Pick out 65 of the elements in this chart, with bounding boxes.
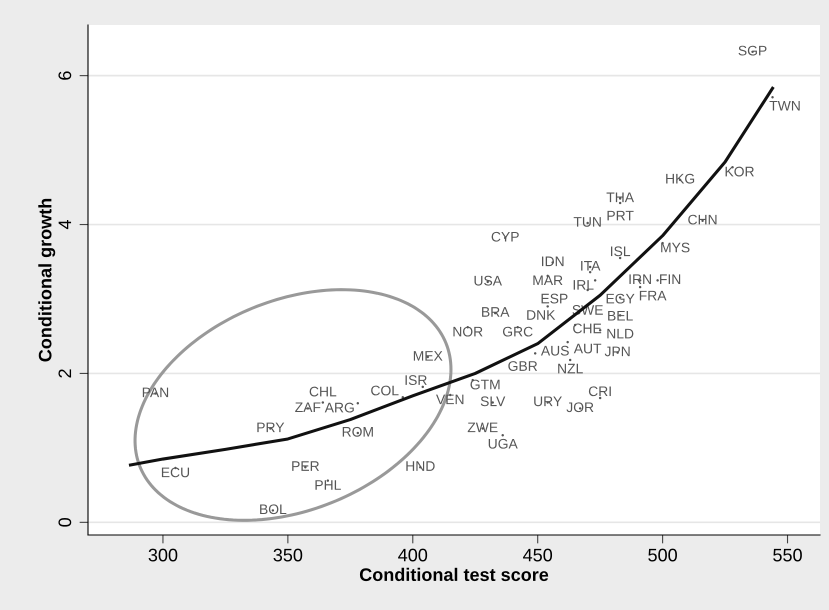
data-label: PER xyxy=(292,461,319,471)
data-label: TUN xyxy=(574,217,601,227)
data-label: BOL xyxy=(260,504,286,514)
data-label: ECU xyxy=(162,467,190,478)
data-label: MYS xyxy=(661,242,690,252)
data-label: MAR xyxy=(533,275,562,286)
x-tick-label: 450 xyxy=(523,548,552,562)
data-label: HND xyxy=(406,461,435,471)
data-label: ISR xyxy=(406,375,427,386)
data-label: USA xyxy=(474,276,502,286)
x-tick-label: 400 xyxy=(398,548,428,562)
data-label: COL xyxy=(371,386,399,396)
y-tick-label: 2 xyxy=(58,369,72,378)
data-label: ESP xyxy=(542,294,568,304)
x-tick-label: 300 xyxy=(148,548,178,562)
data-label: FIN xyxy=(660,274,680,284)
x-tick-label: 500 xyxy=(648,548,677,562)
data-label: CHN xyxy=(688,214,716,225)
data-label: AUT xyxy=(574,344,602,354)
data-label: FRA xyxy=(640,290,666,300)
data-label: BEL xyxy=(608,310,633,321)
data-label: URY xyxy=(534,396,562,406)
data-label: IRL xyxy=(574,280,594,290)
data-label: MEX xyxy=(414,351,443,361)
data-label: TWN xyxy=(770,100,800,111)
data-label: ROM xyxy=(342,426,373,437)
data-label: CYP xyxy=(492,232,519,242)
x-axis-title: Conditional test score xyxy=(360,568,548,582)
data-label: NLD xyxy=(607,328,634,338)
data-label: PHL xyxy=(315,480,341,490)
data-label: THA xyxy=(606,192,634,202)
data-label: ITA xyxy=(581,261,600,271)
y-tick-label: 0 xyxy=(58,518,72,527)
data-label: DNK xyxy=(527,310,556,320)
data-label: IDN xyxy=(542,256,564,266)
data-label: AUS xyxy=(540,346,569,356)
data-label: ZWE xyxy=(468,422,498,432)
x-tick-label: 550 xyxy=(773,548,802,562)
data-label: PRY xyxy=(257,422,284,432)
data-label: JPN xyxy=(604,346,630,356)
data-label: GRC xyxy=(502,326,533,337)
data-label: BRA xyxy=(482,307,510,317)
data-label: KOR xyxy=(726,166,754,176)
data-label: JOR xyxy=(566,402,594,412)
data-label: IRN xyxy=(629,274,651,284)
data-label: NZL xyxy=(558,364,583,374)
data-label: ISL xyxy=(610,246,630,256)
y-axis-title: Conditional growth xyxy=(38,198,56,362)
x-tick-label: 350 xyxy=(273,548,302,562)
data-label: UGA xyxy=(488,438,518,449)
data-label: SLV xyxy=(480,396,506,406)
data-label: SGP xyxy=(738,46,766,56)
data-label: EGY xyxy=(606,294,635,304)
data-label: NOR xyxy=(453,326,483,337)
data-label: HKG xyxy=(666,174,694,184)
y-tick-label: 4 xyxy=(58,220,72,230)
data-label: ZAF xyxy=(295,402,320,412)
data-label: GBR xyxy=(508,361,538,371)
data-label: GTM xyxy=(470,380,500,390)
data-label: PRT xyxy=(608,210,634,220)
data-label: ARG xyxy=(324,402,354,413)
data-label: CHE xyxy=(573,323,602,334)
data-label: CHL xyxy=(310,386,336,396)
data-label: CRI xyxy=(588,386,611,396)
y-tick-label: 6 xyxy=(58,71,72,80)
